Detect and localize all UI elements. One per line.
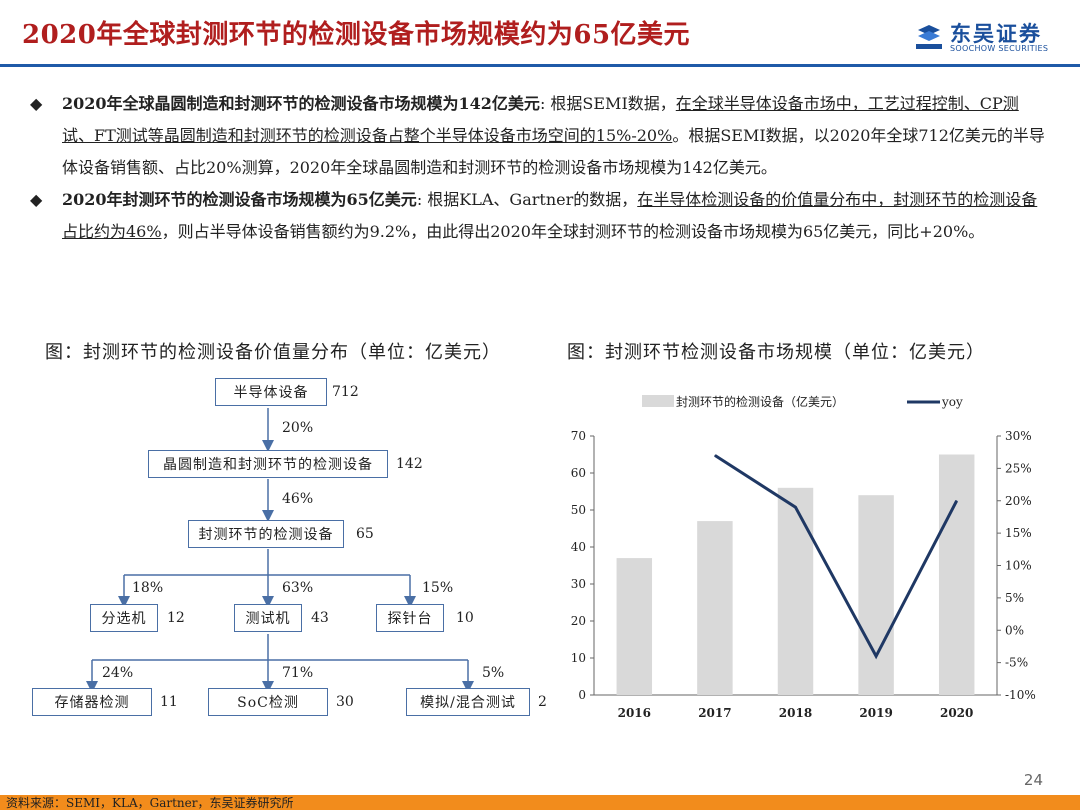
node-value: 10 xyxy=(456,610,474,626)
node-value: 65 xyxy=(356,526,374,542)
bar xyxy=(777,487,814,695)
edge-pct: 63% xyxy=(282,580,314,596)
node-value: 11 xyxy=(160,694,178,710)
node-value: 12 xyxy=(167,610,185,626)
y-tick-label: 20 xyxy=(571,614,586,628)
y-tick-label: 50 xyxy=(571,503,586,517)
x-tick-label: 2017 xyxy=(698,706,731,720)
edge-pct: 46% xyxy=(282,491,314,507)
legend-label-line: yoy xyxy=(941,395,963,409)
bar xyxy=(938,454,975,695)
x-tick-label: 2018 xyxy=(779,706,812,720)
yoy-point xyxy=(956,500,958,502)
bullet-1-post: 。根据SEMI数据，以2020年全球712亿美元的半导体设备销售额、占比20%测… xyxy=(62,126,1045,177)
node-value: 2 xyxy=(538,694,547,710)
legend-swatch-bar xyxy=(642,395,674,407)
edge-pct: 24% xyxy=(102,665,134,681)
y2-tick-label: -10% xyxy=(1005,688,1036,702)
node-semiconductor-equipment: 半导体设备 xyxy=(215,378,327,406)
header-rule xyxy=(0,64,1080,67)
page-number: 24 xyxy=(1023,771,1043,789)
y-tick-label: 30 xyxy=(571,577,586,591)
market-size-chart: 0 10 20 30 40 50 60 70 -10% -5% 0% 5% 10% 15% 20% 25% 30… xyxy=(552,380,1072,730)
logo-text-cn: 东吴证券 xyxy=(950,22,1042,46)
bullet-2-pre: : 根据KLA、Gartner的数据， xyxy=(416,190,638,209)
y2-tick-label: 25% xyxy=(1005,461,1032,475)
edge-pct: 18% xyxy=(132,580,164,596)
bullet-1-heading: 2020年全球晶圆制造和封测环节的检测设备市场规模为142亿美元 xyxy=(62,94,540,113)
node-soc-test: SoC检测 xyxy=(208,688,328,716)
node-value: 142 xyxy=(396,456,423,472)
bullet-2-heading: 2020年封测环节的检测设备市场规模为65亿美元 xyxy=(62,190,417,209)
source-note: 资料来源：SEMI，KLA，Gartner，东吴证券研究所 xyxy=(6,796,294,810)
node-inspection-equipment: 晶圆制造和封测环节的检测设备 xyxy=(148,450,388,478)
diamond-bullet-icon: ◆ xyxy=(30,190,43,209)
page-title: 2020年全球封测环节的检测设备市场规模约为65亿美元 xyxy=(22,20,691,50)
y-tick-label: 40 xyxy=(571,540,586,554)
node-packaging-test-equipment: 封测环节的检测设备 xyxy=(188,520,344,548)
x-tick-label: 2019 xyxy=(859,706,892,720)
edge-pct: 15% xyxy=(422,580,454,596)
left-figure-caption: 图：封测环节的检测设备价值量分布（单位：亿美元） xyxy=(45,342,501,363)
y-tick-label: 0 xyxy=(578,688,586,702)
y-tick-label: 70 xyxy=(571,429,586,443)
brand-logo: 东吴证券 SOOCHOW SECURITIES xyxy=(914,18,1064,58)
y2-tick-label: 30% xyxy=(1005,429,1032,443)
edge-pct: 71% xyxy=(282,665,314,681)
y2-tick-label: 15% xyxy=(1005,526,1032,540)
legend-label-bar: 封测环节的检测设备（亿美元） xyxy=(676,394,844,409)
bar xyxy=(616,558,653,695)
node-prober: 探针台 xyxy=(376,604,444,632)
bullet-list: ◆ 2020年全球晶圆制造和封测环节的检测设备市场规模为142亿美元: 根据SE… xyxy=(30,88,1050,248)
bullet-1-pre: : 根据SEMI数据， xyxy=(539,94,676,113)
bullet-2: ◆ 2020年封测环节的检测设备市场规模为65亿美元: 根据KLA、Gartne… xyxy=(30,184,1050,248)
y2-tick-label: -5% xyxy=(1005,656,1028,670)
node-value: 43 xyxy=(311,610,329,626)
y-tick-label: 10 xyxy=(571,651,586,665)
y-tick-label: 60 xyxy=(571,466,586,480)
edge-pct: 20% xyxy=(282,420,314,436)
edge-pct: 5% xyxy=(482,665,505,681)
bullet-1: ◆ 2020年全球晶圆制造和封测环节的检测设备市场规模为142亿美元: 根据SE… xyxy=(30,88,1050,184)
bar xyxy=(858,495,894,695)
y2-tick-label: 5% xyxy=(1005,591,1024,605)
node-handler: 分选机 xyxy=(90,604,158,632)
node-tester: 测试机 xyxy=(234,604,302,632)
logo-mark-icon xyxy=(916,25,942,49)
bullet-2-post: ，则占半导体设备销售额约为9.2%，由此得出2020年全球封测环节的检测设备市场… xyxy=(161,222,985,241)
yoy-point xyxy=(875,655,877,657)
logo-text-en: SOOCHOW SECURITIES xyxy=(950,44,1049,53)
node-value: 30 xyxy=(336,694,354,710)
chart-svg: 0 10 20 30 40 50 60 70 -10% -5% 0% 5% 10% 15% 20% 25% 30… xyxy=(571,394,1036,720)
y2-tick-label: 0% xyxy=(1005,623,1024,637)
node-memory-test: 存储器检测 xyxy=(32,688,152,716)
node-analog-mixed-test: 模拟/混合测试 xyxy=(406,688,530,716)
x-tick-label: 2020 xyxy=(940,706,973,720)
y2-tick-label: 10% xyxy=(1005,559,1032,573)
yoy-point xyxy=(795,506,796,508)
bullet-2-underlined: 在半导体检测设备的价值量分布中，封测环节的检测设备占比约为46% xyxy=(62,190,1038,241)
y2-tick-label: 20% xyxy=(1005,494,1032,508)
footer-bar: 资料来源：SEMI，KLA，Gartner，东吴证券研究所 xyxy=(0,795,1080,810)
right-figure-caption: 图：封测环节检测设备市场规模（单位：亿美元） xyxy=(567,342,985,363)
value-distribution-tree: 半导体设备 712 20% 晶圆制造和封测环节的检测设备 142 46% 封测环… xyxy=(20,368,560,728)
node-value: 712 xyxy=(332,384,359,400)
yoy-point xyxy=(714,454,716,456)
yoy-line xyxy=(714,454,959,660)
x-tick-label: 2016 xyxy=(618,706,651,720)
bar xyxy=(697,521,733,695)
tree-connectors xyxy=(86,408,474,693)
bullet-1-underlined: 在全球半导体设备市场中，工艺过程控制、CP测试、FT测试等晶圆制造和封测环节的检… xyxy=(62,94,1019,145)
diamond-bullet-icon: ◆ xyxy=(30,94,43,113)
